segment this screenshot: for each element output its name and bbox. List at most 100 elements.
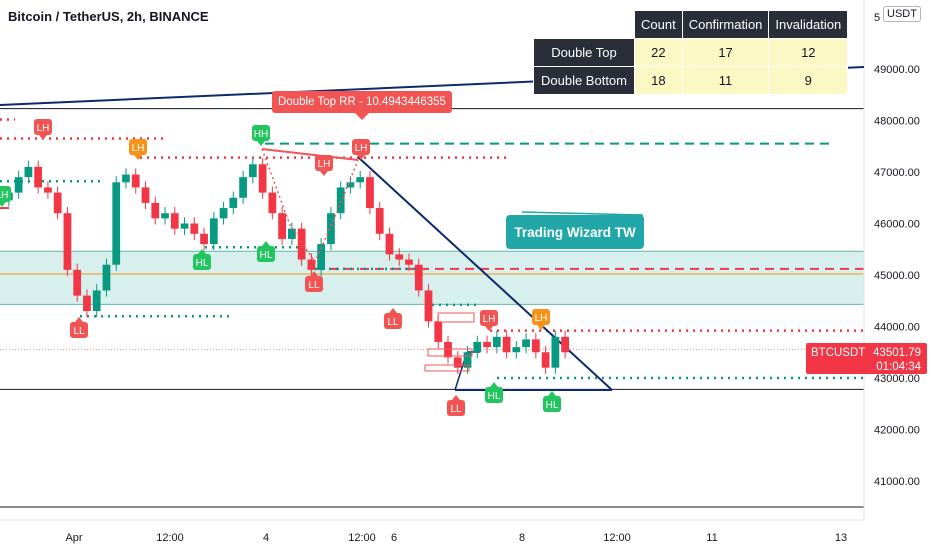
table-corner <box>533 10 635 39</box>
candle-body <box>356 177 365 183</box>
svg-text:LH: LH <box>0 190 8 201</box>
currency-selector[interactable]: USDT <box>883 6 921 22</box>
y-tick-label: 43000.00 <box>874 373 920 385</box>
candle-body <box>161 213 169 219</box>
y-tick-label: 41000.00 <box>874 476 920 488</box>
candle-body <box>141 187 150 203</box>
row-label-double-top: Double Top <box>533 38 635 67</box>
candle-body <box>346 182 355 188</box>
candle-body <box>434 321 443 342</box>
chart-title: Bitcoin / TetherUS, 2h, BINANCE <box>8 9 209 24</box>
candle-body <box>395 254 404 260</box>
candle-body <box>551 336 560 368</box>
x-tick-label: 12:00 <box>348 532 376 544</box>
candle-body <box>375 208 384 234</box>
svg-text:HL: HL <box>196 258 209 269</box>
double-bottom-count: 18 <box>634 66 683 95</box>
candle-body <box>248 164 257 178</box>
double-top-confirmation: 17 <box>681 38 770 67</box>
candle-body <box>34 166 43 188</box>
pivot-marker: LH <box>352 139 370 160</box>
pattern-box <box>424 364 470 372</box>
svg-text:LH: LH <box>483 314 496 325</box>
candle-body <box>239 177 247 198</box>
svg-text:LL: LL <box>308 280 320 291</box>
candle-body <box>102 264 111 291</box>
candle-body <box>453 357 462 368</box>
candle-body <box>180 223 189 229</box>
double-bottom-confirmation: 11 <box>681 66 770 95</box>
candle-body <box>44 187 52 193</box>
svg-text:LL: LL <box>387 317 399 328</box>
candle-body <box>512 347 521 353</box>
x-tick-label: 4 <box>263 532 269 544</box>
candle-body <box>14 177 23 193</box>
candle-body <box>473 341 482 353</box>
candle-body <box>327 213 335 245</box>
svg-text:HH: HH <box>254 129 268 140</box>
candle-body <box>307 259 316 270</box>
svg-text:LL: LL <box>450 404 462 415</box>
candle-body <box>336 187 345 214</box>
candle-body <box>53 192 62 214</box>
x-tick-label: 12:00 <box>156 532 184 544</box>
svg-text:HL: HL <box>260 250 273 261</box>
pivot-marker: LH <box>34 119 52 140</box>
candle-body <box>268 192 277 214</box>
symbol-label: BTCUSDT <box>811 347 866 359</box>
candle-body <box>531 339 540 353</box>
trading-wizard-label: Trading Wizard TW <box>506 215 644 249</box>
pivot-marker: LH <box>315 155 333 176</box>
candle-body <box>405 259 413 265</box>
x-tick-label: 11 <box>706 532 717 544</box>
pivot-marker: LH <box>532 309 550 330</box>
svg-text:LH: LH <box>318 159 331 170</box>
header-count: Count <box>634 10 683 39</box>
candle-body <box>151 202 160 219</box>
candle-body <box>424 290 433 322</box>
candle-body <box>414 264 423 291</box>
svg-text:LL: LL <box>73 326 85 337</box>
double-top-line <box>261 148 359 161</box>
candle-body <box>83 295 91 312</box>
double-top-neckline <box>357 156 613 391</box>
pivot-marker: HL <box>543 391 561 412</box>
x-tick-label: Apr <box>65 532 82 544</box>
pattern-box <box>427 348 473 357</box>
header-confirmation: Confirmation <box>681 10 770 39</box>
pivot-marker: LL <box>305 271 323 292</box>
x-tick-label: 8 <box>519 532 525 544</box>
row-label-double-bottom: Double Bottom <box>533 66 635 95</box>
candle-body <box>541 352 550 368</box>
candle-body <box>219 208 228 219</box>
svg-text:LH: LH <box>132 143 145 154</box>
double-bottom-invalidation: 9 <box>768 66 849 95</box>
double-top-count: 22 <box>634 38 683 67</box>
candle-body <box>297 228 306 260</box>
zigzag-path <box>261 148 359 264</box>
x-tick-label: 6 <box>391 532 397 544</box>
pivot-marker: HL <box>485 382 503 403</box>
candle-body <box>170 213 179 229</box>
candle-body <box>258 164 267 193</box>
svg-text:LH: LH <box>37 123 50 134</box>
y-tick-label: 45000.00 <box>874 270 920 282</box>
candle-body <box>444 341 452 358</box>
candle-body <box>73 269 82 296</box>
y-tick-label: 47000.00 <box>874 167 920 179</box>
svg-text:HL: HL <box>546 400 559 411</box>
header-invalidation: Invalidation <box>768 10 849 39</box>
y-tick-label: 46000.00 <box>874 219 920 231</box>
pivot-marker: LH <box>129 139 147 160</box>
candle-body <box>561 336 569 353</box>
x-tick-label: 12:00 <box>603 532 631 544</box>
pivot-marker: LL <box>384 308 402 329</box>
pivot-marker: HL <box>193 249 211 270</box>
candle-body <box>483 341 491 348</box>
candle-body <box>502 336 511 353</box>
candle-body <box>288 228 296 239</box>
svg-text:LH: LH <box>535 313 548 324</box>
last-price: 43501.79 <box>873 347 921 359</box>
last-price-tag: BTCUSDT 43501.79 01:04:34 <box>806 343 927 374</box>
